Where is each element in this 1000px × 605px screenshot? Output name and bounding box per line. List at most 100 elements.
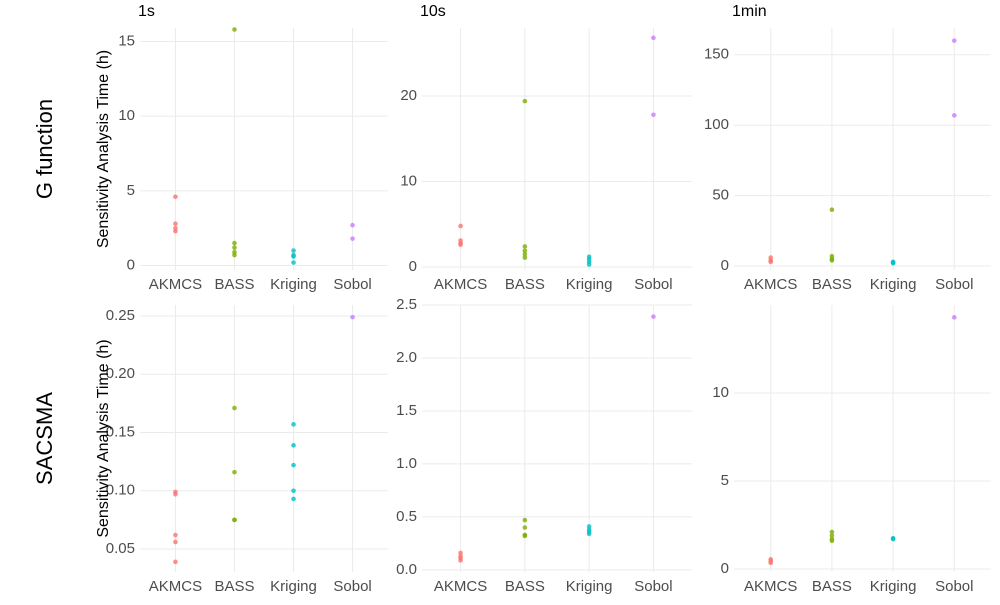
x-tick-label: AKMCS (744, 276, 797, 293)
point (173, 532, 178, 538)
point (350, 222, 355, 228)
point (522, 525, 528, 530)
point (651, 35, 656, 41)
point (291, 254, 296, 259)
point (173, 194, 178, 200)
y-tick-label: 5 (127, 182, 135, 199)
y-tick-label: 1.5 (396, 402, 417, 419)
point (951, 315, 957, 320)
point (232, 240, 237, 246)
point (951, 38, 957, 43)
y-tick-label: 0 (127, 256, 135, 273)
x-tick-label: Sobol (935, 578, 973, 595)
x-tick-label: Kriging (870, 578, 917, 595)
point (829, 207, 835, 213)
point (768, 259, 774, 265)
point (829, 258, 835, 263)
x-tick-label: BASS (812, 276, 852, 293)
point (829, 533, 835, 538)
x-tick-label: AKMCS (149, 578, 202, 595)
point (890, 536, 896, 542)
panel-title: 10s (420, 3, 446, 20)
x-tick-label: BASS (505, 578, 545, 595)
panel-title: 1min (732, 3, 767, 20)
y-tick-label: 0.20 (106, 365, 135, 382)
point (829, 529, 835, 535)
x-tick-label: Sobol (634, 276, 672, 293)
y-tick-label: 0.05 (106, 540, 135, 557)
y-tick-label: 10 (400, 172, 417, 189)
point (173, 221, 178, 226)
point (350, 236, 355, 241)
x-tick-label: Kriging (270, 276, 317, 293)
point (173, 491, 178, 497)
point (829, 538, 835, 544)
point (232, 517, 237, 523)
point (291, 443, 296, 448)
y-tick-label: 0.25 (106, 307, 135, 324)
x-tick-label: Sobol (935, 276, 973, 293)
point (291, 422, 296, 427)
x-tick-label: BASS (214, 578, 254, 595)
x-tick-label: AKMCS (434, 276, 487, 293)
point (522, 533, 528, 539)
point (291, 462, 296, 468)
y-tick-label: 0.10 (106, 482, 135, 499)
x-tick-label: BASS (214, 276, 254, 293)
y-tick-label: 0.15 (106, 423, 135, 440)
y-tick-label: 0 (721, 560, 729, 577)
point (522, 244, 528, 249)
point (291, 248, 296, 253)
point (232, 469, 237, 475)
y-axis-label: Sensitivity Analysis Time (h) (95, 339, 112, 537)
x-tick-label: Kriging (270, 578, 317, 595)
point (173, 539, 178, 545)
x-tick-label: BASS (812, 578, 852, 595)
y-axis-label: Sensitivity Analysis Time (h) (95, 50, 112, 248)
point (232, 252, 237, 258)
row-label: SACSMA (32, 392, 57, 485)
panel-title: 1s (138, 3, 155, 20)
x-tick-label: Sobol (634, 578, 672, 595)
x-tick-label: AKMCS (744, 578, 797, 595)
y-tick-label: 1.0 (396, 455, 417, 472)
point (890, 260, 896, 266)
point (173, 228, 178, 234)
y-tick-label: 50 (712, 187, 729, 204)
x-tick-label: BASS (505, 276, 545, 293)
y-tick-label: 2.0 (396, 349, 417, 366)
point (291, 260, 296, 265)
x-tick-label: Sobol (333, 578, 371, 595)
point (232, 405, 237, 411)
point (951, 113, 957, 118)
point (586, 262, 592, 267)
point (522, 255, 528, 260)
row-label: G function (32, 99, 57, 199)
point (291, 488, 296, 494)
point (291, 496, 296, 502)
x-tick-label: Kriging (870, 276, 917, 293)
point (458, 223, 463, 229)
x-tick-label: Kriging (566, 578, 613, 595)
point (232, 245, 237, 250)
point (586, 531, 592, 537)
point (232, 27, 237, 32)
point (651, 314, 656, 319)
y-tick-label: 2.5 (396, 296, 417, 313)
y-tick-label: 0 (721, 257, 729, 274)
y-tick-label: 5 (721, 472, 729, 489)
point (586, 524, 592, 529)
point (768, 560, 774, 566)
y-tick-label: 10 (118, 107, 135, 124)
y-tick-label: 15 (118, 32, 135, 49)
y-tick-label: 20 (400, 87, 417, 104)
y-tick-label: 0 (409, 258, 417, 275)
point (522, 98, 528, 104)
point (458, 550, 463, 556)
y-tick-label: 0.5 (396, 508, 417, 525)
point (458, 242, 463, 248)
point (522, 251, 528, 257)
point (173, 559, 178, 565)
x-tick-label: Sobol (333, 276, 371, 293)
